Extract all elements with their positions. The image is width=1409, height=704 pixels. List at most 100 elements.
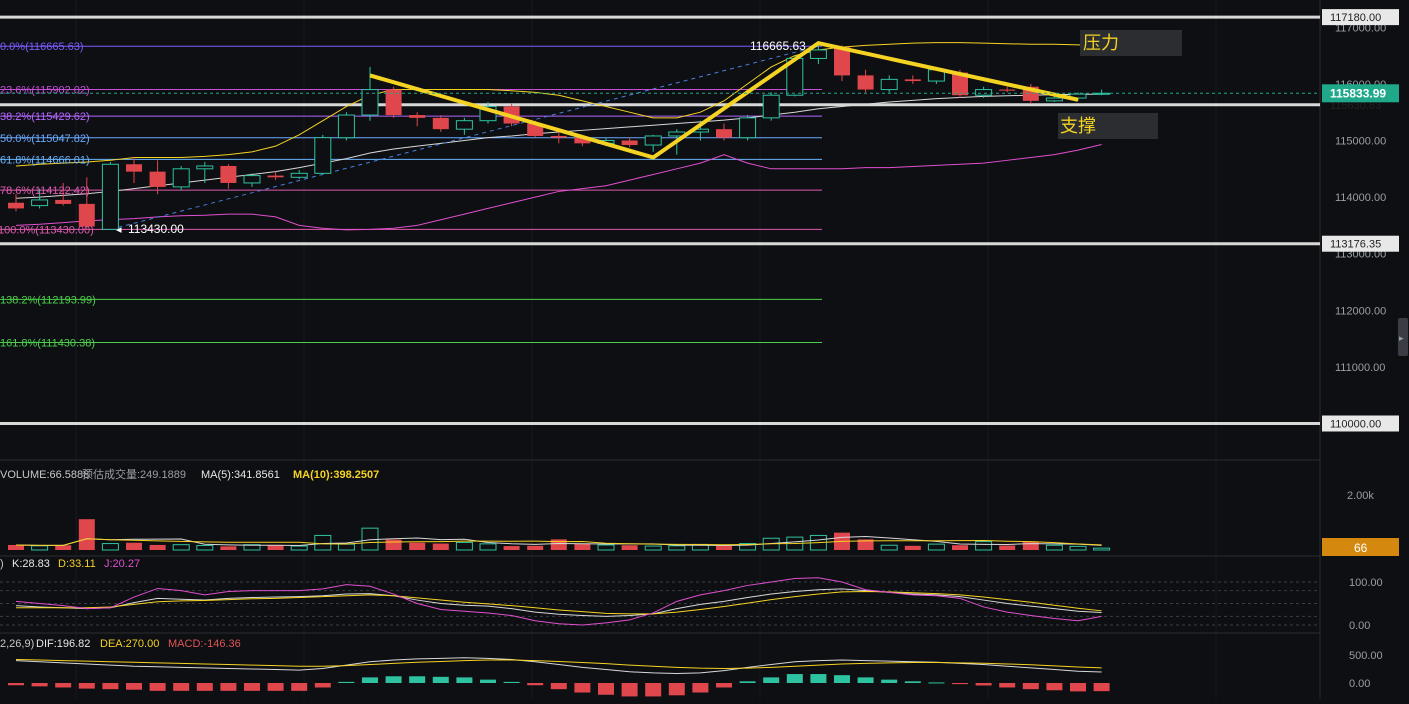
macd-hist-bar-positive [928, 682, 945, 684]
price-line-partial-label: 115630.63 [1330, 100, 1381, 112]
volume-bar-down [1022, 541, 1039, 550]
volume-bar-up [101, 543, 119, 551]
volume-bar-down [220, 546, 237, 550]
macd-hist-bar-positive [763, 677, 780, 683]
macd-hist-bar-positive [786, 674, 803, 683]
candle-body-up [809, 49, 827, 59]
macd-hist-bar-positive [385, 676, 402, 683]
candle-body-down [267, 175, 284, 178]
macd-hist-bar-negative [196, 683, 213, 691]
macd-hist-bar-positive [904, 681, 921, 683]
volume-bar-down [857, 539, 874, 550]
candle-body-up [290, 172, 308, 178]
candle-body-up [314, 137, 332, 174]
high-price-label: 116665.63 [750, 39, 806, 53]
volume-bar-down [550, 539, 567, 550]
candle-body-up [361, 89, 379, 116]
candle-body-down [621, 140, 638, 146]
macd-hist-bar-negative [527, 683, 544, 686]
macd-axis-tick-top: 500.00 [1349, 650, 1383, 662]
candle-body-up [762, 94, 780, 119]
volume-ma10-line [15, 538, 1102, 546]
volume-bar-down [126, 542, 142, 550]
volume-bar-down [409, 542, 426, 550]
candle-body-down [904, 79, 921, 82]
kdj-k-line [15, 588, 1102, 617]
volume-bar-up [1069, 545, 1087, 551]
macd-hist-bar-negative [999, 683, 1016, 688]
macd-header-prefix: 2,26,9) [0, 638, 34, 650]
volume-bar-up [1045, 544, 1063, 551]
kdj-header-prefix: ) [0, 558, 4, 570]
kdj-j-line [15, 577, 1102, 626]
price-line-badge-text: 117180.00 [1330, 12, 1381, 24]
candle-body-down [385, 89, 402, 116]
macd-hist-bar-negative [1046, 683, 1063, 691]
support-label: 支撑 [1060, 116, 1096, 136]
kdj-axis-tick-top: 100.00 [1349, 577, 1383, 589]
resistance-box[interactable] [1080, 30, 1182, 56]
fib-level-label: 78.6%(114122.42) [0, 185, 90, 197]
macd-hist-bar-positive [739, 681, 756, 683]
macd-value: MACD:-146.36 [168, 638, 241, 650]
volume-bar-down [267, 544, 284, 550]
candle-body-down [126, 164, 142, 172]
volume-bar-up [479, 543, 497, 551]
macd-hist-bar-positive [480, 679, 496, 683]
candle-body-down [857, 75, 874, 90]
kdj-d: D:33.11 [58, 558, 96, 570]
macd-dea-line [15, 658, 1102, 669]
volume-bar-up [739, 543, 757, 551]
candle-body-up [172, 168, 190, 188]
volume-bar-down [716, 545, 732, 550]
candle-body-down [999, 89, 1016, 91]
volume-bar-up [597, 544, 615, 551]
price-axis: 117000.00116000.00115000.00114000.001130… [0, 9, 1399, 432]
volume-bar-up [337, 543, 355, 551]
macd-hist-bar-negative [126, 683, 142, 690]
macd-hist-bar-positive [834, 675, 850, 683]
candle-body-up [31, 199, 49, 207]
volume-bar-up [455, 541, 473, 551]
volume-bar-down [621, 545, 638, 550]
volume-bar-up [880, 544, 898, 551]
volume-bar-down [574, 543, 591, 550]
price-axis-tick: 115000.00 [1335, 136, 1386, 148]
volume-bar-down [149, 544, 166, 550]
support-box[interactable] [1058, 113, 1158, 139]
macd-hist-bar-positive [362, 677, 378, 683]
candle-body-down [527, 123, 544, 136]
macd-hist-bar-negative [598, 683, 614, 695]
volume-bar-down [55, 545, 72, 550]
macd-dea: DEA:270.00 [100, 638, 159, 650]
horizontal-lines [0, 15, 1320, 425]
candle-body-down [55, 199, 72, 204]
volume-bar-up [1093, 547, 1111, 551]
volume-bar-down [952, 545, 968, 550]
scroll-arrow-icon: ▸ [1399, 333, 1404, 343]
candle-body-down [574, 137, 591, 144]
candle-body-up [1045, 97, 1063, 102]
volume-bar-up [31, 545, 49, 551]
kdj-axis-tick-bottom: 0.00 [1349, 620, 1370, 632]
macd-hist-bar-negative [244, 683, 260, 691]
macd-hist-bar-negative [716, 683, 732, 688]
resistance-label: 压力 [1083, 33, 1119, 53]
candle-body-up [243, 175, 261, 184]
candle-body-down [716, 129, 732, 138]
chart-scroll-handle[interactable] [1398, 318, 1408, 356]
volume-bars [8, 519, 1111, 551]
macd-hist-bar-negative [621, 683, 638, 697]
macd-hist-bar-negative [102, 683, 119, 690]
candle-body-down [952, 72, 968, 96]
volume-bar-down [527, 545, 544, 550]
price-axis-tick: 112000.00 [1335, 305, 1386, 317]
macd-hist-bar-positive [810, 674, 827, 683]
macd-hist-bar-positive [409, 676, 426, 683]
kdj-j: J:20.27 [104, 558, 140, 570]
volume-current-badge [1322, 538, 1399, 556]
volume-bar-up [975, 541, 993, 551]
candle-body-down [432, 117, 449, 130]
macd-hist-bar-positive [338, 681, 355, 683]
candle-body-down [220, 165, 237, 183]
